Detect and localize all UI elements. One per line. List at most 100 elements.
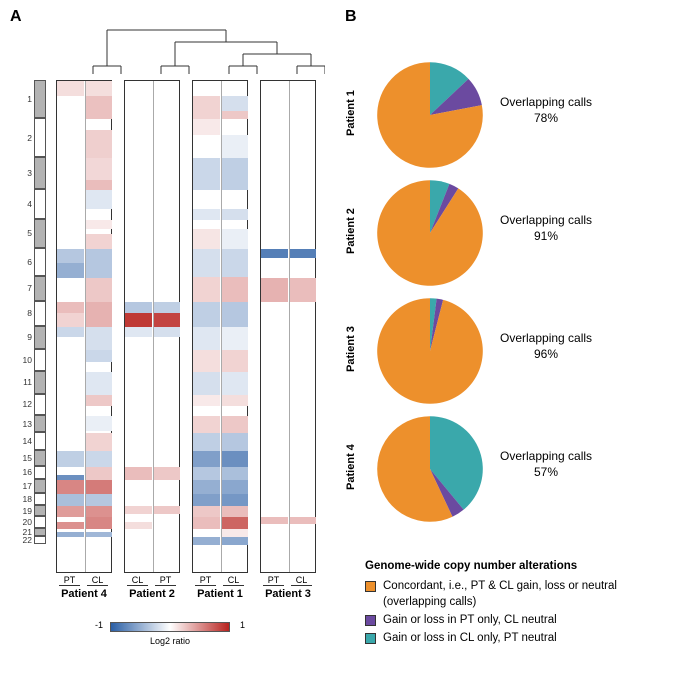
chrom-block <box>34 536 46 544</box>
track-label: PT <box>56 575 83 585</box>
chrom-block <box>34 432 46 449</box>
heatmap-segment <box>221 529 248 537</box>
heatmap-segment <box>57 313 84 327</box>
heatmap-segment <box>193 249 220 277</box>
pie-caption: Overlapping calls96% <box>500 331 592 362</box>
chrom-block <box>34 157 46 190</box>
heatmap-segment <box>221 451 248 467</box>
heatmap-segment <box>193 350 220 372</box>
chrom-label: 6 <box>22 258 32 267</box>
chrom-block <box>34 349 46 371</box>
heatmap-segment <box>125 302 152 313</box>
track-underline <box>195 585 216 586</box>
track-divider <box>153 81 154 572</box>
heatmap-segment <box>193 277 220 302</box>
pie-chart <box>375 414 485 524</box>
heatmap-segment <box>57 451 84 467</box>
heatmap-segment <box>57 506 84 517</box>
heatmap-segment <box>57 81 84 96</box>
heatmap-segment <box>57 327 84 338</box>
chrom-label: 19 <box>22 507 32 516</box>
chrom-block <box>34 479 46 492</box>
heatmap-track <box>193 81 220 572</box>
chrom-block <box>34 248 46 276</box>
chrom-block <box>34 415 46 432</box>
colorbar-max: 1 <box>240 620 245 630</box>
colorbar-gradient <box>110 622 230 632</box>
track-label: CL <box>288 575 315 585</box>
pie-slice <box>377 298 483 404</box>
heatmap-segment <box>85 220 112 229</box>
chrom-label: 1 <box>22 95 32 104</box>
heatmap-segment <box>221 302 248 327</box>
heatmap-segment <box>85 190 112 209</box>
chrom-block <box>34 301 46 326</box>
track-label: PT <box>260 575 287 585</box>
heatmap-segment <box>221 229 248 249</box>
pie-chart <box>375 296 485 406</box>
heatmap-segment <box>85 278 112 302</box>
heatmap-segment <box>221 372 248 395</box>
heatmap-track <box>289 81 316 572</box>
heatmap-segment <box>153 327 180 338</box>
heatmap-segment <box>85 158 112 180</box>
heatmap-group <box>124 80 180 573</box>
heatmap-segment <box>85 532 112 537</box>
legend-text-line2: (overlapping calls) <box>383 594 665 610</box>
heatmap-track <box>153 81 180 572</box>
chrom-block <box>34 466 46 480</box>
pie-patient-label: Patient 3 <box>345 314 357 384</box>
heatmap-segment <box>85 517 112 528</box>
legend-text: Gain or loss in CL only, PT neutral <box>383 630 665 646</box>
heatmap-segment <box>193 506 220 517</box>
legend-item: Concordant, i.e., PT & CL gain, loss or … <box>365 578 665 610</box>
heatmap-segment <box>261 278 288 302</box>
legend-text: Gain or loss in PT only, CL neutral <box>383 612 665 628</box>
chrom-block <box>34 528 46 536</box>
heatmap-segment <box>221 135 248 158</box>
pie-patient-label: Patient 2 <box>345 196 357 266</box>
heatmap-group <box>260 80 316 573</box>
heatmap-segment <box>193 119 220 135</box>
heatmap-segment <box>193 480 220 493</box>
heatmap-segment <box>221 517 248 528</box>
heatmap-segment <box>85 327 112 350</box>
heatmap-segment <box>85 433 112 450</box>
pie-patient-label: Patient 1 <box>345 78 357 148</box>
heatmap-segment <box>193 229 220 249</box>
track-label: PT <box>192 575 219 585</box>
chrom-label: 16 <box>22 468 32 477</box>
heatmap-segment <box>221 537 248 545</box>
legend: Genome-wide copy number alterations Conc… <box>365 558 665 648</box>
chrom-block <box>34 493 46 505</box>
heatmap-segment <box>125 506 152 514</box>
heatmap-segment <box>193 372 220 395</box>
chrom-block <box>34 516 46 527</box>
heatmap-track <box>85 81 112 572</box>
heatmap-segment <box>221 480 248 493</box>
chrom-label: 15 <box>22 454 32 463</box>
heatmap-segment <box>193 158 220 191</box>
track-divider <box>221 81 222 572</box>
panel-b: Patient 1 Overlapping calls78% Patient 2 Ov… <box>345 10 675 670</box>
chrom-block <box>34 450 46 466</box>
chrom-label: 14 <box>22 437 32 446</box>
track-label: CL <box>124 575 151 585</box>
heatmap-segment <box>85 350 112 362</box>
chrom-block <box>34 80 46 118</box>
pie-slice <box>377 180 483 286</box>
pie-chart <box>375 60 485 170</box>
heatmap-segment <box>221 467 248 481</box>
legend-swatch <box>365 633 376 644</box>
track-underline <box>127 585 148 586</box>
chrom-block <box>34 118 46 156</box>
chrom-label: 10 <box>22 356 32 365</box>
track-underline <box>223 585 244 586</box>
pie-caption: Overlapping calls91% <box>500 213 592 244</box>
chrom-label: 7 <box>22 284 32 293</box>
chrom-block <box>34 394 46 416</box>
heatmap-segment <box>85 467 112 481</box>
patient-label: Patient 1 <box>192 588 248 600</box>
pie-caption: Overlapping calls78% <box>500 95 592 126</box>
heatmap-segment <box>261 517 288 523</box>
